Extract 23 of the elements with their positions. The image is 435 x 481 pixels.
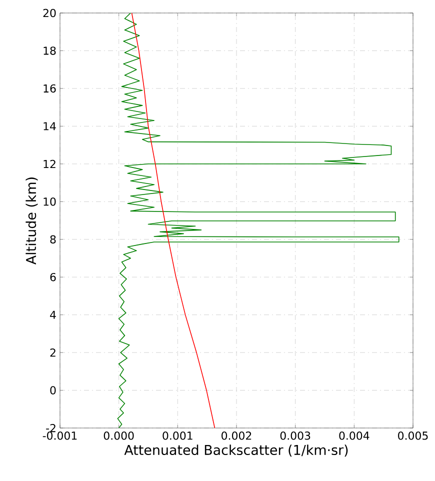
x-tick-label: 0.002 [222, 432, 252, 440]
y-tick-label: 8 [50, 235, 56, 244]
x-tick-label: -0.001 [42, 432, 77, 440]
y-tick-label: 0 [50, 386, 56, 394]
y-tick-label: 4 [50, 310, 56, 319]
x-tick-label: 0.004 [339, 432, 370, 440]
x-axis-title: Attenuated Backscatter (1/km·sr) [124, 444, 348, 457]
y-tick-label: 2 [50, 348, 56, 357]
y-tick-label: 18 [44, 46, 56, 55]
y-tick-label: 6 [50, 272, 56, 282]
x-tick-label: 0.001 [162, 432, 192, 440]
y-tick-label: 20 [43, 8, 56, 18]
x-tick-label: 0.000 [104, 432, 134, 440]
y-tick-label: 12 [44, 160, 56, 168]
y-axis-title: Altitude (km) [26, 178, 38, 264]
x-tick-label: 0.003 [280, 432, 310, 440]
y-tick-label: 16 [44, 84, 56, 93]
y-tick-label: -2 [46, 424, 56, 432]
line-series [131, 12, 216, 428]
x-tick-label: 0.005 [398, 432, 428, 440]
line-series [117, 12, 400, 428]
y-tick-label: 14 [44, 122, 56, 130]
y-tick-label: 10 [44, 198, 56, 206]
